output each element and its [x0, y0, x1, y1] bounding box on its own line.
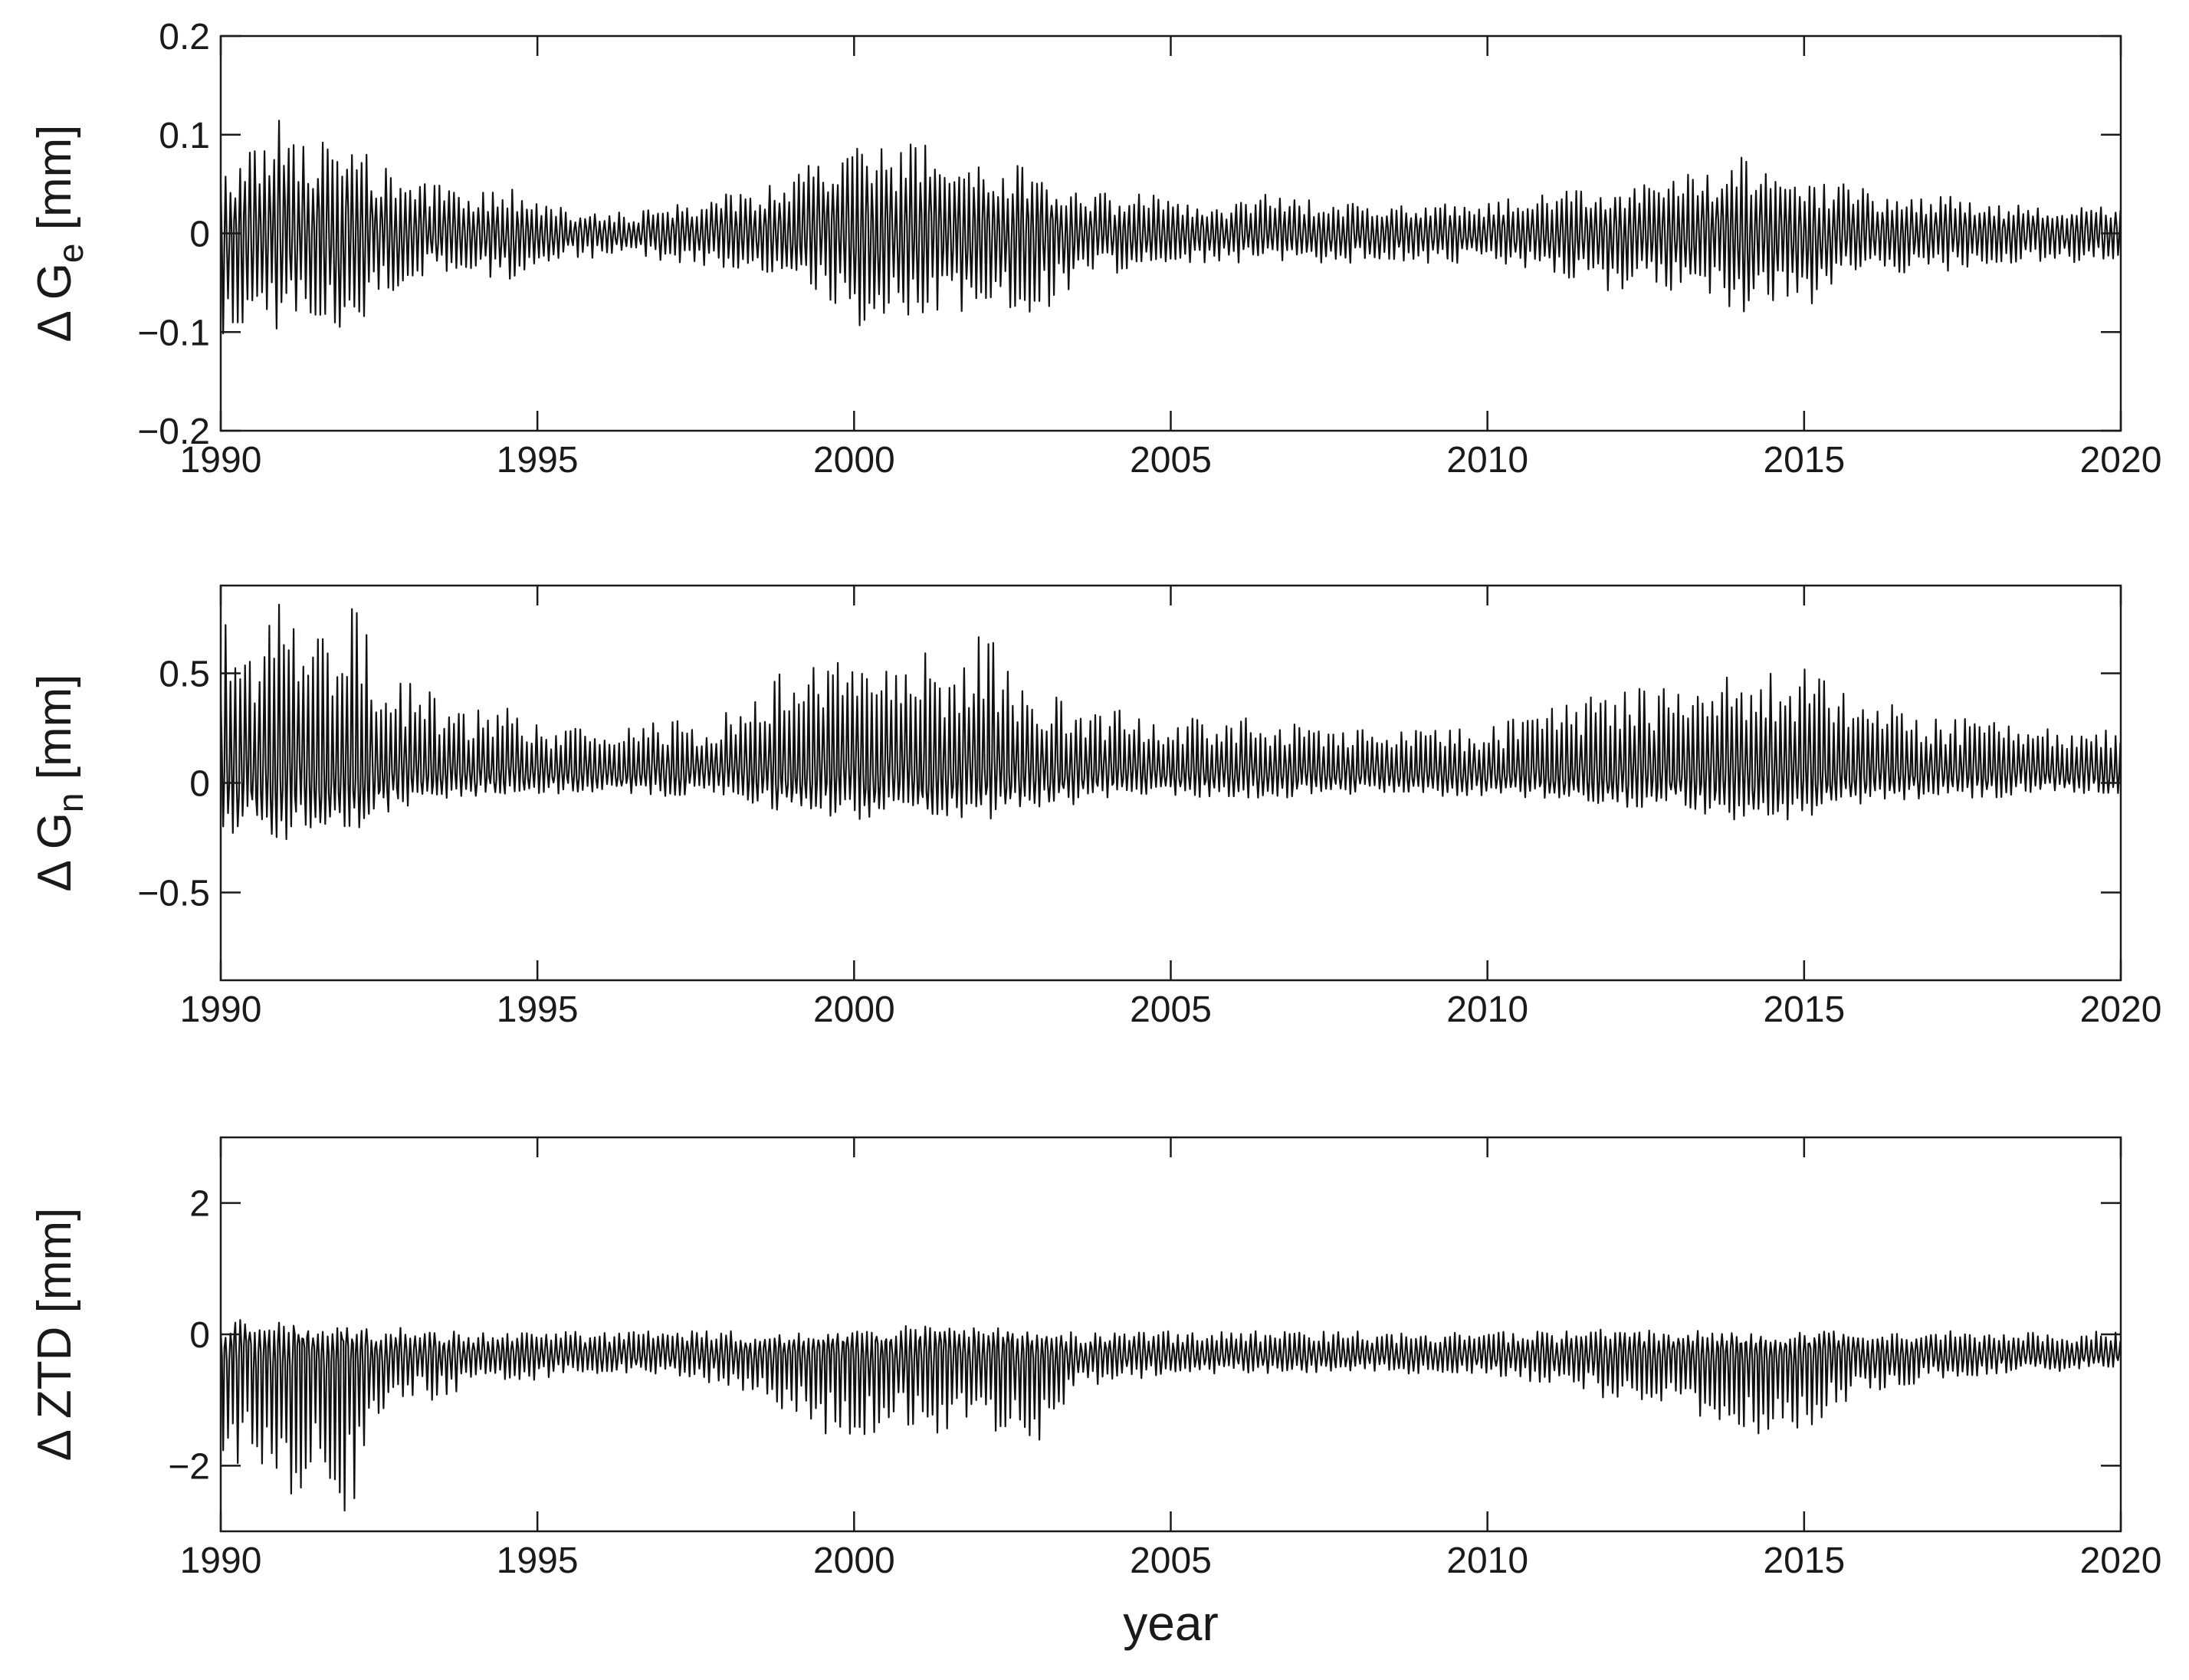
plot-frame — [219, 1136, 2122, 1533]
series-line — [221, 1319, 2121, 1512]
y-tick-label: 0.5 — [159, 654, 210, 694]
x-tick-label: 2020 — [2080, 1541, 2162, 1581]
x-tick-label: 2000 — [813, 989, 895, 1030]
y-tick-label: 0 — [189, 215, 210, 255]
panel-3: 1990 1995 2000 2005 2010 2015 2020 −2 0 2 Δ ZTD [m… — [28, 1136, 2162, 1651]
x-tick-label: 2010 — [1446, 989, 1528, 1030]
x-tick-label: 2005 — [1130, 989, 1212, 1030]
panel-1: 1990 1995 2000 2005 2010 2015 2020 −0.2 −0.1 0 0.1… — [28, 17, 2161, 481]
y-axis-label: Δ Ge [mm] — [28, 124, 90, 342]
x-tick-label: 1990 — [180, 1541, 262, 1581]
y-tick-label: 0 — [189, 1315, 210, 1356]
x-tick-label: 1990 — [180, 989, 262, 1030]
y-tick-label: 0 — [189, 764, 210, 805]
x-tick-label: 2000 — [813, 440, 895, 481]
panel-2: 1990 1995 2000 2005 2010 2015 2020 −0.5 0 0.5 Δ Gn… — [28, 584, 2162, 1030]
x-tick-label: 1995 — [497, 1541, 579, 1581]
x-tick-label: 2010 — [1446, 440, 1528, 481]
x-tick-label: 1990 — [180, 440, 262, 481]
y-tick-label: −0.1 — [137, 313, 210, 353]
x-tick-label: 1995 — [497, 989, 579, 1030]
y-tick-label: 0.1 — [159, 116, 210, 156]
x-tick-label: 2010 — [1446, 1541, 1528, 1581]
y-tick-label: −0.2 — [137, 412, 210, 452]
x-tick-label: 2000 — [813, 1541, 895, 1581]
series-line — [221, 120, 2121, 335]
series-line — [221, 603, 2121, 841]
y-tick-label: 0.2 — [159, 17, 210, 57]
x-tick-label: 2005 — [1130, 440, 1212, 481]
y-tick-label: −0.5 — [137, 874, 210, 914]
y-axis-label: Δ Gn [mm] — [28, 674, 90, 891]
y-axis-label: Δ ZTD [mm] — [28, 1208, 81, 1462]
y-tick-label: −2 — [168, 1446, 210, 1487]
x-tick-label: 2020 — [2080, 989, 2162, 1030]
x-tick-label: 2015 — [1763, 989, 1845, 1030]
x-axis-label: year — [1123, 1596, 1219, 1651]
x-tick-label: 2005 — [1130, 1541, 1212, 1581]
x-tick-label: 2020 — [2080, 440, 2162, 481]
x-tick-label: 1995 — [497, 440, 579, 481]
y-tick-label: 2 — [189, 1184, 210, 1225]
x-tick-label: 2015 — [1763, 440, 1845, 481]
x-tick-label: 2015 — [1763, 1541, 1845, 1581]
